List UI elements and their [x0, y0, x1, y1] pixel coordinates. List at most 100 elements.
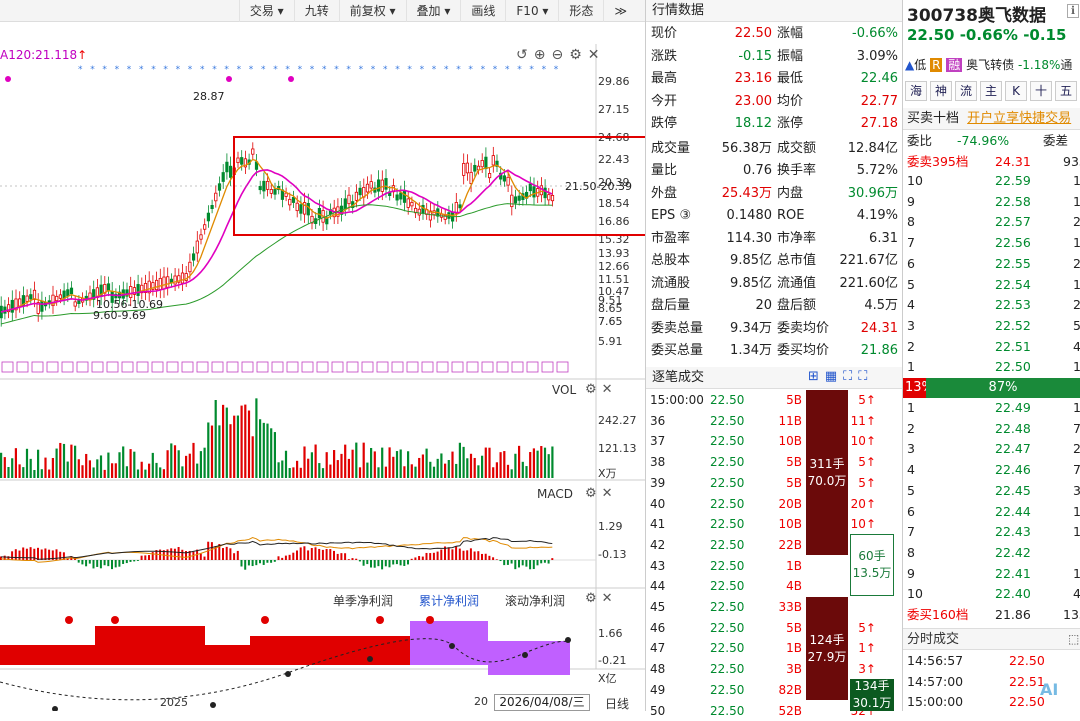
candle-body [485, 157, 487, 169]
tick-count: 1↑ [858, 638, 876, 659]
volume-bar [411, 464, 413, 478]
toolbar-trade-button[interactable]: 交易 ▾ [239, 0, 294, 22]
ma60-line [1, 204, 552, 324]
toolbar-pattern-button[interactable]: 形态 [558, 0, 603, 22]
signal-badge [62, 362, 73, 372]
volume-bar [30, 459, 32, 478]
candle-body [270, 189, 272, 193]
signal-marker: * [249, 65, 254, 75]
macd-bar [85, 560, 87, 566]
volume-bar [451, 452, 453, 478]
profit-tab-rolling[interactable]: 滚动净利润 [505, 592, 565, 609]
book-btn[interactable]: 十 [1030, 81, 1052, 101]
quote-value: 22.46 [861, 68, 898, 91]
macd-bar [518, 560, 520, 567]
profit-bar [250, 636, 410, 665]
macd-bar [122, 560, 124, 564]
quote-value: 20 [755, 295, 772, 318]
volume-bar [100, 455, 102, 478]
ai-badge[interactable]: AI [1040, 680, 1058, 699]
macd-controls[interactable]: ⚙✕ [585, 486, 618, 501]
info-icon[interactable]: ℹ [1067, 4, 1079, 18]
book-btn[interactable]: 海 [905, 81, 927, 101]
volume-bar [259, 419, 261, 478]
volume-bar [41, 469, 43, 478]
macd-bar [540, 560, 542, 563]
signal-marker: * [505, 65, 510, 75]
open-account-link[interactable]: 开户立享快捷交易 [963, 111, 1071, 126]
volume-bar [474, 458, 476, 478]
macd-bar [414, 557, 416, 560]
book-btn[interactable]: 流 [955, 81, 977, 101]
chart-controls[interactable]: ↺⊕⊖⚙✕ [516, 47, 605, 63]
profit-tab-quarter[interactable]: 单季净利润 [333, 592, 393, 609]
block-lots: 134手 [850, 678, 894, 695]
bond-name: 奥飞转债 [966, 58, 1014, 72]
volume-bar [529, 452, 531, 478]
macd-tick: 1.29 [598, 520, 623, 533]
stock-header: 300738奥飞数据 ℹ [903, 0, 1080, 26]
volume-bar [85, 454, 87, 478]
volume-bar [266, 424, 268, 478]
candle-body [359, 188, 361, 195]
tick-count: 11↑ [851, 411, 876, 432]
level-index: 3 [907, 316, 915, 337]
tick-volume: 33B [778, 597, 802, 618]
macd-bar [426, 553, 428, 560]
quote-value: 22.50 [735, 23, 772, 46]
warning-icon: ▲ [905, 58, 914, 72]
volume-bar [196, 464, 198, 478]
toolbar-f10-button[interactable]: F10 ▾ [505, 0, 558, 22]
volume-bar [163, 469, 165, 478]
volume-bar [229, 424, 231, 478]
book-btn[interactable]: 神 [930, 81, 952, 101]
candle-body [492, 156, 494, 165]
candle-body [229, 166, 231, 177]
quote-label: 流通值 [777, 273, 816, 296]
candle-body [307, 203, 309, 215]
toolbar-draw-button[interactable]: 画线 [460, 0, 505, 22]
candle-body [540, 186, 542, 195]
toolbar-overlay-button[interactable]: 叠加 ▾ [406, 0, 461, 22]
macd-bar [259, 560, 261, 563]
volume-bar [37, 450, 39, 478]
macd-bar [200, 554, 202, 560]
macd-bar [211, 542, 213, 560]
book-btn[interactable]: 五 [1055, 81, 1077, 101]
vol-controls[interactable]: ⚙✕ [585, 382, 618, 397]
toolbar-expand-icon[interactable]: ≫ [603, 0, 637, 22]
candle-body [481, 160, 483, 166]
candle-body [189, 262, 191, 271]
tick-price: 22.50 [710, 411, 744, 432]
ticks-controls[interactable]: ⊞▦⛶⛶ [808, 369, 873, 384]
tick-time: 37 [650, 431, 665, 452]
ts-expand-icon[interactable]: ⬚ [1068, 632, 1079, 646]
profit-controls[interactable]: ⚙✕ [585, 591, 618, 606]
volume-bar [344, 445, 346, 478]
volume-bar [270, 428, 272, 478]
period-label[interactable]: 日线 [605, 695, 629, 712]
volume-bar [400, 449, 402, 478]
candle-body [366, 184, 368, 192]
book-btn[interactable]: K [1005, 81, 1027, 101]
toolbar-adjust-button[interactable]: 前复权 ▾ [339, 0, 406, 22]
volume-bar [326, 452, 328, 478]
tick-time: 39 [650, 473, 665, 494]
level-volume: 1 [1073, 398, 1080, 419]
book-btn[interactable]: 主 [980, 81, 1002, 101]
profit-tab-cumulative[interactable]: 累计净利润 [419, 592, 479, 609]
candle-body [318, 208, 320, 218]
high-price-label: 28.87 [193, 90, 225, 103]
macd-bar [355, 559, 357, 560]
quote-value: 3.09% [857, 46, 898, 69]
tick-time: 48 [650, 659, 665, 680]
toolbar-nine-turn-button[interactable]: 九转 [294, 0, 339, 22]
vol-tick: X万 [598, 467, 617, 480]
